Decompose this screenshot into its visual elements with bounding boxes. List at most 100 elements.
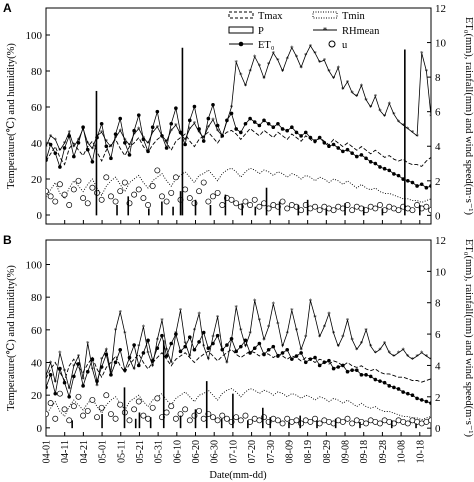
panel-b-et-point xyxy=(313,355,317,360)
panel-b-rhmean-point: * xyxy=(244,343,248,351)
panel-a-et-line xyxy=(46,103,431,189)
panel-b-left-tick-label: 80 xyxy=(31,292,43,304)
panel-b-u-point xyxy=(89,396,96,403)
panel-a-rhmean-point: * xyxy=(216,127,220,135)
panel-a-tmin-line xyxy=(46,167,431,203)
panel-b-et-point xyxy=(225,343,229,347)
panel-a-u-point xyxy=(140,195,147,202)
panel-a-u-point xyxy=(98,196,105,203)
panel-a-u-point xyxy=(46,188,49,195)
panel-b-right-tick-label: 6 xyxy=(435,329,441,341)
panel-a-et-point xyxy=(317,135,322,140)
panel-a-u-point xyxy=(145,202,151,208)
panel-a-rhmean-point: * xyxy=(123,136,127,144)
panel-b-et-point xyxy=(187,335,192,340)
panel-a-et-point xyxy=(364,156,368,161)
panel-a-rhmean-point: * xyxy=(86,140,90,148)
panel-b-et-point xyxy=(48,373,53,377)
panel-a-rhmean-point: * xyxy=(281,68,285,76)
panel-b-et-point xyxy=(104,352,109,357)
panel-b-rhmean-point: * xyxy=(188,353,192,361)
panel-a-et-point xyxy=(146,149,150,154)
panel-a-rhmean-point: * xyxy=(360,82,364,90)
panel-a-et-point xyxy=(62,146,67,150)
panel-a-rhmean-point: * xyxy=(295,54,299,62)
panel-a-left-tick-label: 80 xyxy=(31,66,43,78)
panel-a-u-point xyxy=(233,200,240,207)
panel-b-left-tick-label: 100 xyxy=(26,260,43,272)
panel-a-et-point xyxy=(257,123,262,128)
panel-a-rhmean-point: * xyxy=(100,129,104,137)
panel-b-rhmean-point: * xyxy=(91,366,95,374)
panel-b-rhmean-point: * xyxy=(388,350,392,358)
panel-a-et-point xyxy=(308,135,313,140)
panel-b-rhmean-point: * xyxy=(165,346,169,354)
panel-b-rhmean-point: * xyxy=(86,340,90,348)
panel-b-right-tick-label: 4 xyxy=(435,360,441,372)
panel-b-et-point xyxy=(266,347,271,352)
panel-b-rhmean-point: * xyxy=(258,317,262,325)
panel-a-et-point xyxy=(368,159,373,164)
panel-a-et-point xyxy=(387,168,392,173)
panel-a-rhmean-point: * xyxy=(415,133,419,141)
panel-b-rhmean-point: * xyxy=(123,330,127,338)
panel-b-et-point xyxy=(211,341,215,346)
panel-b-u-point xyxy=(80,412,87,419)
panel-a-right-axis-label: ET₀(mm), rainfall(mm) and wind speed(m·s… xyxy=(463,17,474,216)
panel-b-rhmean-point: * xyxy=(336,343,340,351)
panel-a-rhmean-point: * xyxy=(72,144,76,152)
panel-b-rhmean-point: * xyxy=(313,314,317,322)
panel-a-rhmean-point: * xyxy=(234,59,238,67)
legend-marker-circle-icon xyxy=(328,40,336,48)
panel-b-letter: B xyxy=(3,233,12,247)
panel-a-u-point xyxy=(75,177,82,184)
panel-b-et-point xyxy=(220,347,225,352)
panel-b-rhmean-point: * xyxy=(193,327,197,335)
panel-b-rhmean-point: * xyxy=(49,360,53,368)
panel-a-rhmean-point: * xyxy=(290,45,294,53)
x-tick-label: 06-20 xyxy=(191,440,202,463)
panel-b-et-point xyxy=(280,351,285,355)
x-tick-label: 09-08 xyxy=(341,440,352,463)
panel-b-et-point xyxy=(174,332,178,336)
panel-a-rhmean-point: * xyxy=(262,75,266,83)
panel-b-rhmean-point: * xyxy=(253,297,257,305)
panel-a-u-point xyxy=(298,207,305,214)
panel-a-et-point xyxy=(313,139,317,143)
x-tick-label: 04-01 xyxy=(42,440,53,463)
panel-a-rhmean-point: * xyxy=(169,127,173,135)
panel-a-u-point xyxy=(52,198,59,205)
panel-b-et-point xyxy=(155,346,160,350)
panel-a-et-point xyxy=(350,151,354,155)
panel-b-rhmean-point: * xyxy=(169,360,173,368)
panel-b-et-point xyxy=(72,374,76,379)
panel-a-rhmean-point: * xyxy=(350,90,354,98)
panel-a-et-point xyxy=(132,128,136,133)
panel-b-et-point xyxy=(178,349,183,354)
panel-a-et-point xyxy=(72,154,76,159)
panel-a-et-point xyxy=(345,147,350,152)
panel-a-u-point xyxy=(242,198,249,205)
panel-a-et-point xyxy=(396,173,401,178)
panel-b-u-point xyxy=(293,417,300,424)
panel-a-rhmean-point: * xyxy=(67,129,71,137)
panel-a-et-point xyxy=(322,140,327,145)
panel-b-rhmean-point: * xyxy=(318,333,322,341)
panel-a-et-point xyxy=(392,172,396,176)
panel-b-u-point xyxy=(154,395,161,402)
panel-a-rhmean-point: * xyxy=(355,93,359,101)
panel-b-et-point xyxy=(373,377,378,382)
panel-b-et-point xyxy=(424,399,429,404)
panel-b-rhmean-point: * xyxy=(397,350,401,358)
panel-a-u-point xyxy=(80,195,87,202)
panel-b-et-point xyxy=(285,347,290,352)
panel-b-rhmean-point: * xyxy=(72,363,76,371)
panel-a-u-point xyxy=(423,203,430,210)
panel-b-rhmean-point: * xyxy=(142,324,146,332)
panel-a-u-point xyxy=(219,202,226,208)
panel-a-u-point xyxy=(247,202,254,208)
panel-a-et-point xyxy=(419,182,424,187)
panel-b-rhmean-point: * xyxy=(327,311,331,319)
panel-a-rhmean-point: * xyxy=(272,50,276,58)
panel-a-et-point xyxy=(252,120,257,124)
